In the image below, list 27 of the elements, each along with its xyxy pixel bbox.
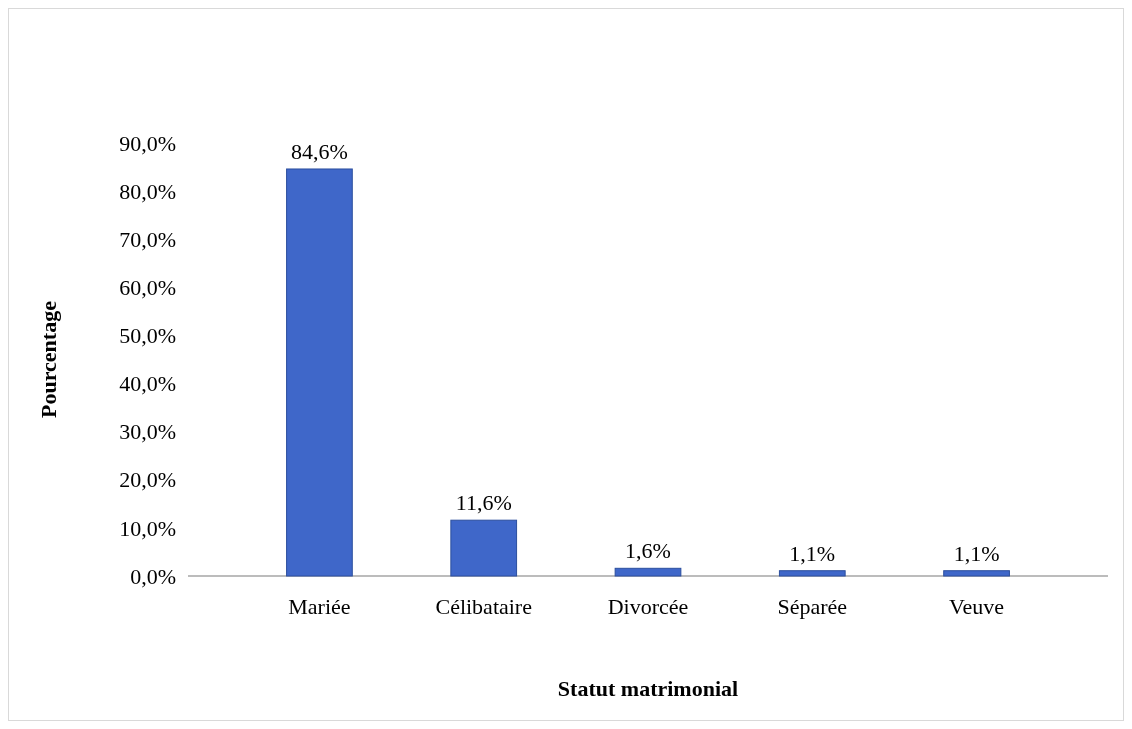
y-tick-label: 40,0% bbox=[119, 371, 176, 397]
y-tick-label: 70,0% bbox=[119, 226, 176, 252]
y-tick-label: 10,0% bbox=[119, 515, 176, 541]
x-axis-title: Statut matrimonial bbox=[557, 676, 739, 701]
data-label: 84,6% bbox=[291, 138, 348, 164]
y-tick-label: 30,0% bbox=[119, 419, 176, 445]
y-tick-label: 90,0% bbox=[119, 130, 176, 156]
y-tick-label: 50,0% bbox=[119, 323, 176, 349]
bar bbox=[778, 570, 846, 577]
data-label: 11,6% bbox=[455, 490, 512, 516]
bar bbox=[943, 570, 1010, 577]
x-tick-label: Célibataire bbox=[435, 594, 532, 619]
y-axis-title: Pourcentage bbox=[36, 300, 61, 418]
data-label: 1,1% bbox=[789, 540, 836, 566]
y-tick-label: 0,0% bbox=[130, 563, 176, 589]
y-tick-label: 80,0% bbox=[119, 178, 176, 204]
data-label: 1,6% bbox=[625, 538, 671, 564]
bar bbox=[286, 168, 353, 577]
bar bbox=[614, 567, 682, 577]
y-tick-label: 20,0% bbox=[119, 467, 176, 493]
y-tick-label: 60,0% bbox=[119, 275, 176, 301]
x-tick-label: Veuve bbox=[949, 594, 1005, 619]
x-tick-label: Divorcée bbox=[607, 594, 689, 619]
data-label: 1,1% bbox=[953, 540, 1000, 566]
x-tick-label: Mariée bbox=[288, 594, 351, 619]
bar bbox=[450, 519, 518, 577]
x-tick-label: Séparée bbox=[777, 594, 848, 619]
